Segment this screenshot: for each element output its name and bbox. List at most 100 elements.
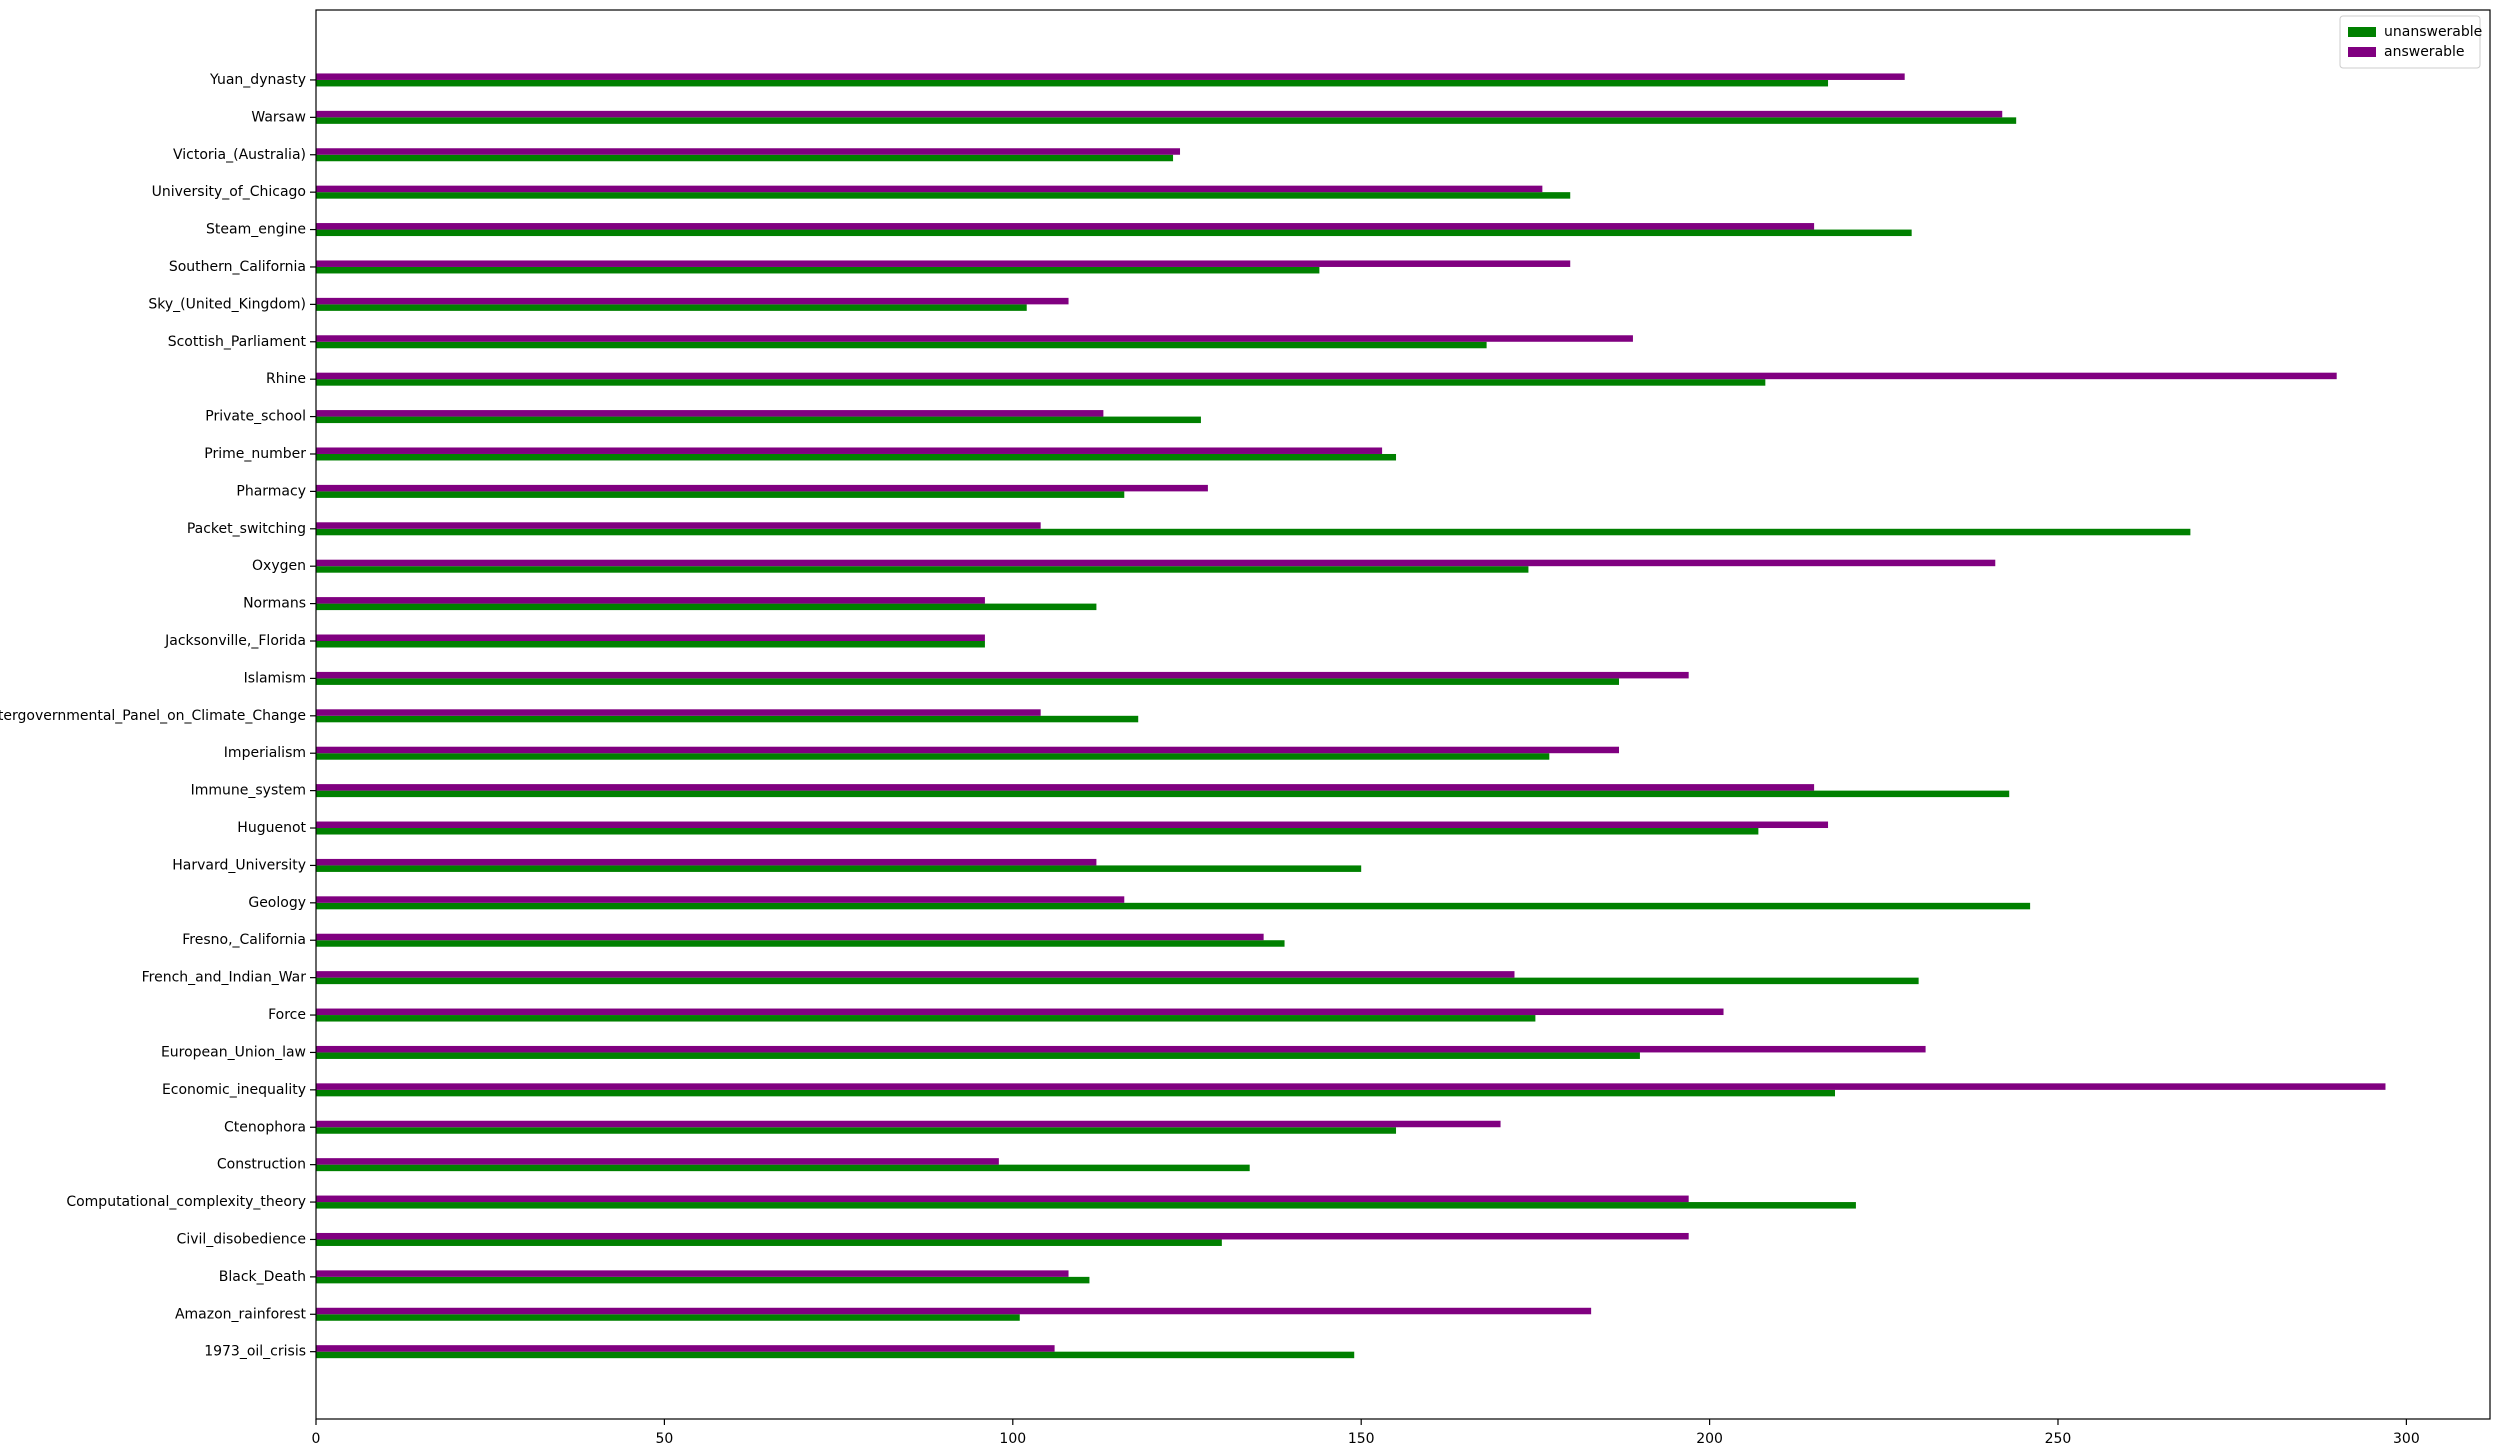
x-tick-label: 50: [655, 1431, 673, 1447]
y-tick-label: Prime_number: [204, 446, 306, 462]
bar: [316, 828, 1759, 835]
bar: [316, 1089, 1836, 1097]
bar: [316, 1232, 1689, 1240]
bar: [316, 753, 1550, 760]
bar: [316, 1164, 1250, 1172]
y-tick-label: Pharmacy: [236, 483, 306, 499]
x-tick-label: 300: [2393, 1431, 2420, 1447]
bar: [316, 1083, 2386, 1090]
y-tick-label: Ctenophora: [224, 1119, 306, 1135]
bar: [316, 341, 1487, 349]
y-tick-label: 1973_oil_crisis: [204, 1344, 306, 1360]
bar: [316, 453, 1397, 461]
bar: [316, 335, 1633, 342]
bar: [316, 641, 985, 648]
bar: [316, 597, 985, 604]
bar: [316, 1239, 1222, 1246]
bar: [316, 1120, 1501, 1128]
y-tick-label: Private_school: [205, 409, 306, 425]
bar: [316, 1127, 1397, 1134]
bar: [316, 1345, 1055, 1352]
y-tick-label: Huguenot: [237, 820, 306, 836]
y-tick-label: Amazon_rainforest: [175, 1306, 307, 1322]
bar: [316, 1270, 1069, 1277]
bar: [316, 603, 1097, 611]
y-tick-label: Oxygen: [252, 558, 306, 574]
bar: [316, 154, 1174, 162]
y-tick-label: Jacksonville,_Florida: [164, 633, 306, 649]
bar: [316, 821, 1829, 829]
bar: [316, 559, 1996, 567]
bar: [316, 1351, 1355, 1359]
bar: [316, 304, 1027, 311]
x-tick-label: 150: [1348, 1431, 1375, 1447]
y-tick-label: Immune_system: [191, 783, 306, 799]
bar: [316, 73, 1905, 80]
bar: [316, 634, 985, 642]
bar: [316, 746, 1620, 754]
bar: [316, 266, 1320, 274]
y-tick-label: Civil_disobedience: [177, 1231, 306, 1247]
y-tick-label: Steam_engine: [206, 222, 306, 238]
bar: [316, 790, 2010, 798]
bar: [316, 896, 1125, 903]
bar: [316, 784, 1815, 791]
bar: [316, 297, 1069, 305]
bar: [316, 484, 1208, 492]
y-tick-label: Warsaw: [251, 109, 306, 125]
bar: [316, 715, 1139, 723]
bar: [316, 260, 1571, 267]
bar: [316, 566, 1529, 573]
bar: [316, 410, 1104, 417]
bar: [316, 1307, 1592, 1315]
legend-swatch: [2348, 47, 2376, 57]
bar: [316, 671, 1689, 679]
legend-swatch: [2348, 27, 2376, 37]
y-tick-label: Geology: [248, 895, 306, 911]
x-tick-label: 250: [2045, 1431, 2072, 1447]
y-tick-label: Scottish_Parliament: [168, 334, 307, 350]
y-tick-label: Computational_complexity_theory: [66, 1194, 306, 1210]
bar: [316, 858, 1097, 866]
bar: [316, 1045, 1926, 1053]
bar: [316, 416, 1201, 424]
bar: [316, 940, 1285, 947]
legend-label: answerable: [2384, 44, 2465, 60]
bar: [316, 1158, 999, 1165]
bar: [316, 447, 1383, 454]
bar: [316, 79, 1829, 87]
y-tick-label: Fresno,_California: [182, 932, 306, 948]
bar: [316, 977, 1919, 985]
bar: [316, 1052, 1640, 1059]
bar: [316, 678, 1620, 685]
y-tick-label: Force: [268, 1007, 306, 1023]
bar: [316, 223, 1815, 230]
bar: [316, 1195, 1689, 1203]
bar: [316, 933, 1264, 941]
bar: [316, 110, 2003, 118]
y-tick-label: Islamism: [244, 670, 306, 686]
y-tick-label: Normans: [243, 596, 306, 612]
bar: [316, 491, 1125, 498]
y-tick-label: University_of_Chicago: [152, 184, 306, 200]
legend: unanswerable answerable: [2339, 15, 2482, 69]
y-tick-label: Imperialism: [224, 745, 306, 761]
y-tick-label: French_and_Indian_War: [142, 970, 307, 986]
y-tick-label: Intergovernmental_Panel_on_Climate_Chang…: [0, 708, 306, 724]
bar: [316, 865, 1362, 872]
y-tick-label: Yuan_dynasty: [209, 72, 306, 88]
bar: [316, 971, 1515, 978]
bar: [316, 372, 2337, 380]
bar: [316, 148, 1181, 155]
bar: [316, 192, 1571, 199]
bar: [316, 1276, 1090, 1284]
y-tick-label: Economic_inequality: [162, 1082, 306, 1098]
y-tick-label: Sky_(United_Kingdom): [148, 296, 306, 312]
y-tick-label: Construction: [217, 1157, 306, 1173]
bar: [316, 1015, 1536, 1022]
bar: [316, 902, 2031, 910]
x-tick-label: 100: [999, 1431, 1026, 1447]
bar: [316, 229, 1912, 237]
bar: [316, 379, 1766, 386]
